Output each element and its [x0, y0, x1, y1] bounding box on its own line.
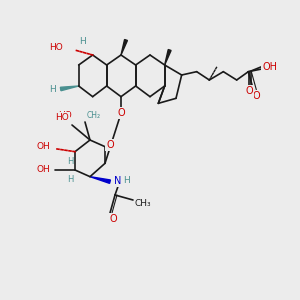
Text: O: O [106, 140, 114, 150]
Polygon shape [90, 177, 110, 183]
Text: OH: OH [36, 166, 50, 175]
Polygon shape [121, 40, 128, 55]
Text: H: H [67, 157, 73, 166]
Text: H: H [49, 85, 56, 94]
Polygon shape [60, 86, 79, 91]
Text: H: H [79, 37, 86, 46]
Text: HO: HO [49, 44, 63, 52]
Text: CH₃: CH₃ [135, 199, 151, 208]
Text: N: N [114, 176, 122, 186]
Polygon shape [165, 50, 171, 65]
Text: H: H [67, 176, 73, 184]
Text: OH: OH [264, 62, 279, 72]
Text: O: O [109, 214, 117, 224]
Text: O: O [253, 91, 260, 101]
Text: OH: OH [36, 142, 50, 151]
Text: O: O [245, 86, 253, 96]
Text: CH₂: CH₂ [87, 112, 101, 121]
Text: H: H [124, 176, 130, 185]
Text: HO: HO [58, 110, 72, 119]
Text: HO: HO [55, 113, 69, 122]
Text: OH: OH [262, 62, 277, 72]
Text: O: O [117, 108, 125, 118]
